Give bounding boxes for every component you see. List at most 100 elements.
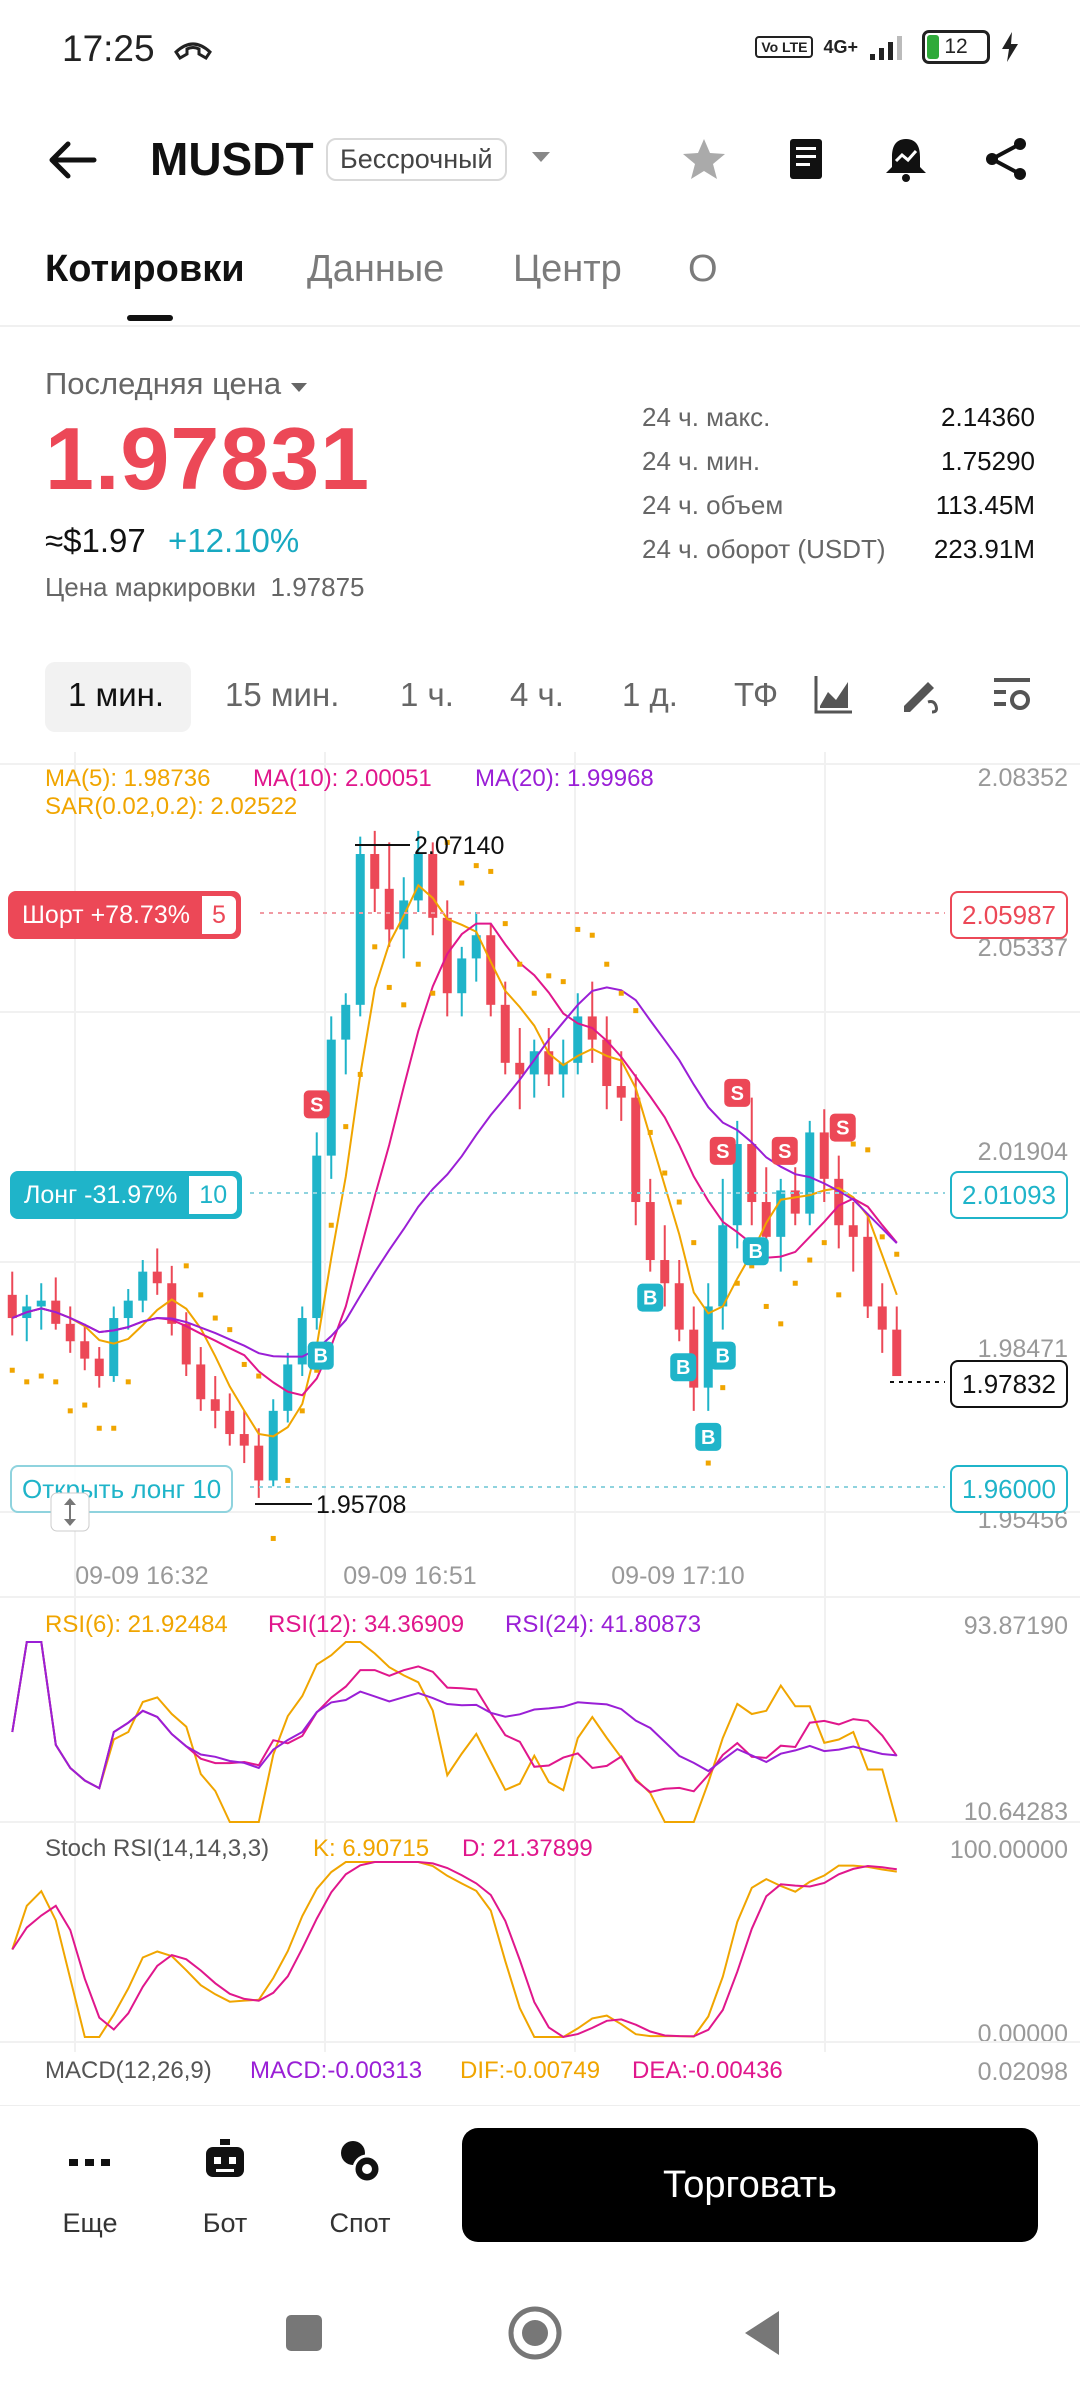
legend-rsi24: RSI(24): 41.80873 bbox=[505, 1611, 701, 1638]
tab-about[interactable]: О bbox=[688, 248, 718, 290]
nav-back-icon[interactable] bbox=[735, 2303, 795, 2363]
sar-dot bbox=[821, 1240, 827, 1246]
tab-quotes[interactable]: Котировки bbox=[45, 248, 245, 290]
timeframe-1m[interactable]: 1 мин. bbox=[68, 676, 165, 713]
more-dots-icon bbox=[69, 2159, 110, 2166]
legend-ma20: MA(20): 1.99968 bbox=[475, 765, 654, 792]
drag-handle-icon[interactable] bbox=[50, 1492, 90, 1532]
sar-dot bbox=[198, 1292, 204, 1298]
call-icon bbox=[174, 42, 212, 60]
sar-dot bbox=[575, 926, 581, 932]
candle bbox=[36, 1300, 46, 1307]
sar-dot bbox=[212, 1315, 218, 1321]
last-price-label[interactable]: Последняя цена bbox=[45, 366, 308, 402]
candle bbox=[152, 1271, 162, 1284]
candle bbox=[761, 1202, 771, 1237]
x-tick: 09-09 17:10 bbox=[611, 1562, 744, 1590]
drawing-tool-icon[interactable] bbox=[898, 672, 942, 716]
robot-icon bbox=[206, 2139, 244, 2177]
candle bbox=[167, 1283, 177, 1324]
stat-low-label: 24 ч. мин. bbox=[642, 446, 761, 476]
buy-marker bbox=[742, 1237, 769, 1266]
rsi24-line bbox=[11, 1641, 897, 1790]
candle bbox=[312, 1155, 322, 1319]
spot-coins-icon bbox=[341, 2141, 382, 2184]
nav-home-icon[interactable] bbox=[505, 2303, 565, 2363]
favorite-star-icon[interactable] bbox=[680, 135, 728, 183]
spot-button[interactable]: Спот bbox=[310, 2135, 410, 2239]
stoch-d-line bbox=[11, 1861, 897, 2039]
sar-dot bbox=[459, 880, 465, 886]
last-price: 1.97831 bbox=[45, 409, 371, 508]
sar-dot bbox=[647, 1129, 653, 1135]
long-position-badge[interactable]: Лонг -31.97% 10 bbox=[10, 1171, 243, 1219]
legend-macd: MACD(12,26,9) bbox=[45, 2057, 212, 2084]
open-long-order-badge[interactable]: Открыть лонг 10 bbox=[10, 1465, 234, 1513]
candle bbox=[776, 1190, 786, 1237]
nav-recents-icon[interactable] bbox=[274, 2303, 334, 2363]
stat-turnover-value: 223.91M bbox=[933, 534, 1035, 564]
candle bbox=[660, 1260, 670, 1284]
stoch-tick-top: 100.00000 bbox=[950, 1836, 1068, 1864]
buy-marker-label: B bbox=[643, 1288, 657, 1310]
notebook-icon[interactable] bbox=[782, 135, 830, 183]
candle bbox=[181, 1323, 191, 1365]
sar-dot bbox=[560, 979, 566, 985]
timeframe-15m[interactable]: 15 мин. bbox=[225, 676, 340, 713]
sar-dot bbox=[401, 1002, 407, 1008]
sar-dot bbox=[531, 990, 537, 996]
high-marker: 2.07140 bbox=[414, 832, 504, 860]
rsi-tick-top: 93.87190 bbox=[964, 1612, 1068, 1640]
timeframe-tf[interactable]: ТФ bbox=[734, 676, 779, 713]
sar-dot bbox=[894, 1251, 900, 1257]
sar-dot bbox=[546, 973, 552, 979]
candle bbox=[297, 1318, 307, 1365]
volte-icon: Vo LTE bbox=[755, 36, 814, 58]
buy-marker bbox=[307, 1341, 334, 1370]
candle bbox=[94, 1358, 104, 1377]
sell-marker-label: S bbox=[716, 1141, 729, 1163]
sar-dot bbox=[67, 1408, 73, 1414]
more-button[interactable]: Еще bbox=[40, 2135, 140, 2239]
contract-type-badge[interactable]: Бессрочный bbox=[326, 138, 507, 181]
share-icon[interactable] bbox=[982, 135, 1030, 183]
battery-icon: 12 bbox=[922, 30, 990, 64]
sell-marker bbox=[829, 1113, 856, 1142]
timeframe-4h[interactable]: 4 ч. bbox=[510, 676, 564, 713]
chart-settings-icon[interactable] bbox=[990, 672, 1034, 716]
chart-area[interactable]: MA(5): 1.98736 MA(10): 2.00051 MA(20): 1… bbox=[0, 752, 1080, 2092]
chart-type-icon[interactable] bbox=[812, 672, 856, 716]
candle bbox=[747, 1144, 757, 1203]
sar-dot bbox=[314, 1367, 320, 1373]
short-price-tag: 2.05987 bbox=[950, 891, 1068, 939]
buy-marker bbox=[709, 1341, 736, 1370]
sar-dot bbox=[38, 1373, 44, 1379]
back-arrow-icon[interactable] bbox=[46, 140, 98, 180]
trade-button[interactable]: Торговать bbox=[462, 2128, 1038, 2242]
tabs-divider bbox=[0, 325, 1080, 327]
candle bbox=[7, 1294, 17, 1319]
spot-label: Спот bbox=[329, 2208, 391, 2238]
timeframe-1d[interactable]: 1 д. bbox=[622, 676, 678, 713]
price-alert-bell-icon[interactable] bbox=[882, 135, 930, 183]
sar-dot bbox=[734, 1280, 740, 1286]
tab-center[interactable]: Центр bbox=[513, 248, 622, 290]
candle bbox=[848, 1225, 858, 1237]
candle bbox=[558, 1062, 568, 1075]
candle bbox=[457, 958, 467, 994]
candle bbox=[239, 1434, 249, 1446]
dropdown-icon[interactable] bbox=[530, 150, 552, 164]
candle bbox=[863, 1236, 873, 1307]
short-position-badge[interactable]: Шорт +78.73% 5 bbox=[8, 891, 241, 939]
tab-data[interactable]: Данные bbox=[307, 248, 445, 290]
short-position-label: Шорт +78.73% bbox=[22, 900, 190, 929]
bot-button[interactable]: Бот bbox=[175, 2135, 275, 2239]
candle bbox=[573, 1016, 583, 1063]
candle bbox=[268, 1410, 278, 1481]
timeframe-1h[interactable]: 1 ч. bbox=[400, 676, 454, 713]
legend-macd-value: MACD:-0.00313 bbox=[250, 2057, 422, 2084]
macd-tick: 0.02098 bbox=[978, 2058, 1068, 2086]
pair-title[interactable]: MUSDT bbox=[150, 133, 314, 185]
candle bbox=[645, 1202, 655, 1261]
sar-dot bbox=[778, 1321, 784, 1327]
